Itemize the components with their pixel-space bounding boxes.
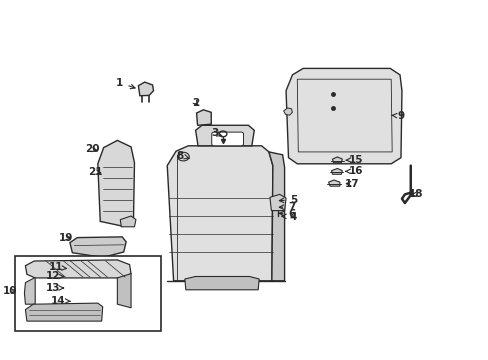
Polygon shape <box>328 180 339 186</box>
Polygon shape <box>331 168 342 174</box>
Text: 19: 19 <box>59 233 73 243</box>
Polygon shape <box>24 278 35 304</box>
FancyBboxPatch shape <box>211 132 243 146</box>
Text: 1: 1 <box>116 78 135 89</box>
Polygon shape <box>196 110 211 125</box>
Text: 14: 14 <box>50 296 70 306</box>
Bar <box>15 256 161 331</box>
Text: 4: 4 <box>281 212 297 222</box>
Text: 21: 21 <box>88 167 103 177</box>
Text: 13: 13 <box>45 283 63 293</box>
Polygon shape <box>25 260 131 278</box>
Text: 7: 7 <box>279 202 295 212</box>
Text: 18: 18 <box>407 189 422 199</box>
Text: 5: 5 <box>279 195 296 205</box>
Text: 20: 20 <box>84 144 99 154</box>
Polygon shape <box>332 157 342 163</box>
Polygon shape <box>269 194 285 211</box>
Text: 9: 9 <box>391 111 404 121</box>
Text: 12: 12 <box>45 271 63 282</box>
Polygon shape <box>98 140 134 226</box>
Text: 17: 17 <box>344 179 359 189</box>
Polygon shape <box>268 152 284 281</box>
Polygon shape <box>195 125 254 146</box>
Polygon shape <box>117 274 131 308</box>
Text: 16: 16 <box>345 166 363 176</box>
Polygon shape <box>120 216 136 227</box>
Text: 2: 2 <box>192 98 199 108</box>
Polygon shape <box>283 108 292 115</box>
Polygon shape <box>167 146 272 281</box>
Text: 8: 8 <box>176 150 189 161</box>
Polygon shape <box>285 68 401 164</box>
Text: 11: 11 <box>49 262 66 273</box>
Polygon shape <box>25 303 102 321</box>
Text: 10: 10 <box>2 286 17 296</box>
Polygon shape <box>184 276 259 290</box>
Polygon shape <box>70 237 126 257</box>
Text: 3: 3 <box>211 128 221 138</box>
Polygon shape <box>138 82 153 96</box>
Text: 6: 6 <box>279 209 295 219</box>
Text: 15: 15 <box>345 155 363 165</box>
